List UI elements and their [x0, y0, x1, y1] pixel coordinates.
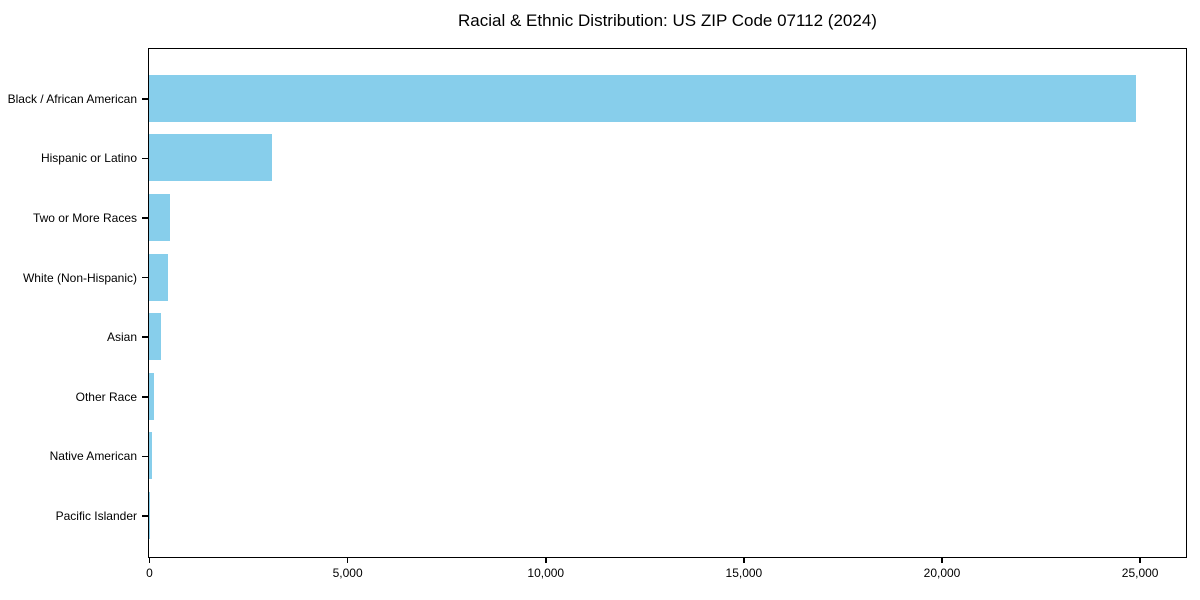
y-tick	[142, 157, 148, 160]
bar	[149, 432, 153, 480]
x-tick	[346, 558, 349, 563]
y-tick	[142, 217, 148, 219]
y-axis-label: Pacific Islander	[55, 509, 137, 523]
x-tick	[1139, 558, 1141, 563]
y-axis-label: Other Race	[75, 389, 137, 404]
plot-area	[148, 48, 1187, 558]
y-axis-label: Hispanic or Latino	[40, 151, 137, 166]
bar	[149, 134, 272, 182]
y-axis-label: Asian	[106, 330, 137, 345]
y-tick	[142, 396, 148, 398]
y-tick	[142, 336, 148, 338]
x-tick-label: 25,000	[1121, 566, 1159, 580]
y-tick	[142, 276, 148, 279]
bar	[149, 372, 154, 420]
x-tick	[545, 558, 547, 563]
x-tick-label: 0	[146, 566, 153, 580]
y-tick	[142, 515, 148, 517]
x-tick-label: 10,000	[527, 566, 565, 580]
x-tick	[148, 558, 151, 563]
bar	[149, 313, 161, 361]
bar	[149, 74, 1136, 122]
y-axis-label: White (Non-Hispanic)	[22, 270, 137, 285]
bar	[149, 194, 170, 241]
chart-title: Racial & Ethnic Distribution: US ZIP Cod…	[458, 11, 877, 30]
y-axis-label: Black / African American	[7, 91, 137, 106]
x-tick	[941, 558, 943, 563]
y-axis-label: Two or More Races	[32, 211, 137, 225]
x-tick-label: 20,000	[923, 566, 961, 580]
x-tick	[743, 558, 745, 563]
bar	[149, 253, 169, 301]
x-tick-label: 15,000	[725, 566, 763, 580]
x-tick-label: 5,000	[332, 566, 363, 580]
y-axis-label: Native American	[49, 449, 137, 464]
y-tick	[142, 455, 148, 458]
y-tick	[142, 98, 148, 100]
